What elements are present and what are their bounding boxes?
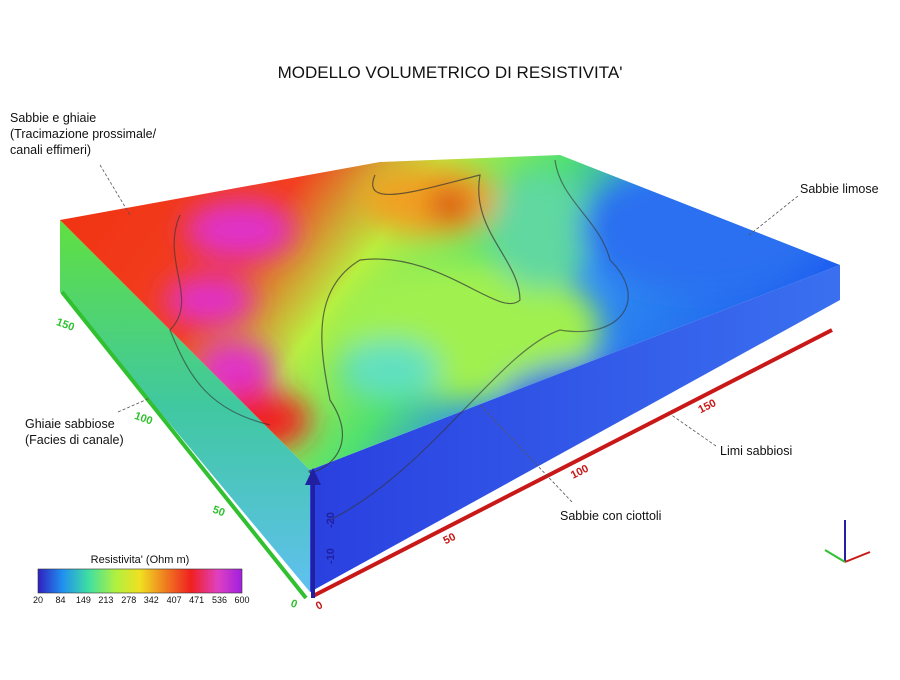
color-bar [37, 568, 243, 594]
annotation: Limi sabbiosi [720, 444, 792, 458]
annotation: Sabbie e ghiaie [10, 111, 96, 125]
legend-tick-label: 149 [76, 595, 91, 605]
annotation: Ghiaie sabbiose [25, 417, 115, 431]
legend-tick-label: 84 [56, 595, 66, 605]
legend-title: Resistivita' (Ohm m) [91, 554, 190, 566]
z-tick-label: -10 [325, 548, 337, 564]
annotation: Sabbie limose [800, 182, 879, 196]
y-tick-label: 150 [55, 316, 76, 334]
x-tick-label: 100 [569, 463, 591, 482]
x-tick-label: 50 [441, 531, 457, 547]
legend-tick-label: 536 [212, 595, 227, 605]
legend-tick-label: 213 [98, 595, 113, 605]
y-tick-label: 100 [133, 410, 154, 428]
leader-line [479, 404, 573, 503]
y-tick-label: 50 [211, 504, 227, 519]
legend-tick-label: 342 [144, 595, 159, 605]
y-axis [60, 290, 308, 600]
annotation: (Tracimazione prossimale/ [10, 127, 157, 141]
z-arrow [305, 468, 321, 485]
legend-tick-label: 407 [167, 595, 182, 605]
legend-tick-label: 20 [33, 595, 43, 605]
leader-line [117, 397, 151, 413]
leader-line [747, 195, 799, 237]
x-axis [312, 328, 833, 598]
annotation: canali effimeri) [10, 143, 91, 157]
side-face-right [310, 265, 840, 592]
leader-line [99, 164, 131, 216]
side-face-left [60, 220, 310, 592]
annotation: (Facies di canale) [25, 433, 124, 447]
volume-model [60, 155, 840, 592]
legend-tick-label: 600 [234, 595, 249, 605]
orientation-icon [824, 520, 871, 563]
y-tick-label: 0 [289, 598, 299, 611]
x-tick-label: 0 [314, 599, 325, 612]
legend-tick-label: 278 [121, 595, 136, 605]
legend-tick-label: 471 [189, 595, 204, 605]
annotation: Sabbie con ciottoli [560, 509, 661, 523]
title: MODELLO VOLUMETRICO DI RESISTIVITA' [278, 63, 623, 82]
leader-line [669, 413, 717, 447]
z-tick-label: -20 [325, 512, 337, 528]
